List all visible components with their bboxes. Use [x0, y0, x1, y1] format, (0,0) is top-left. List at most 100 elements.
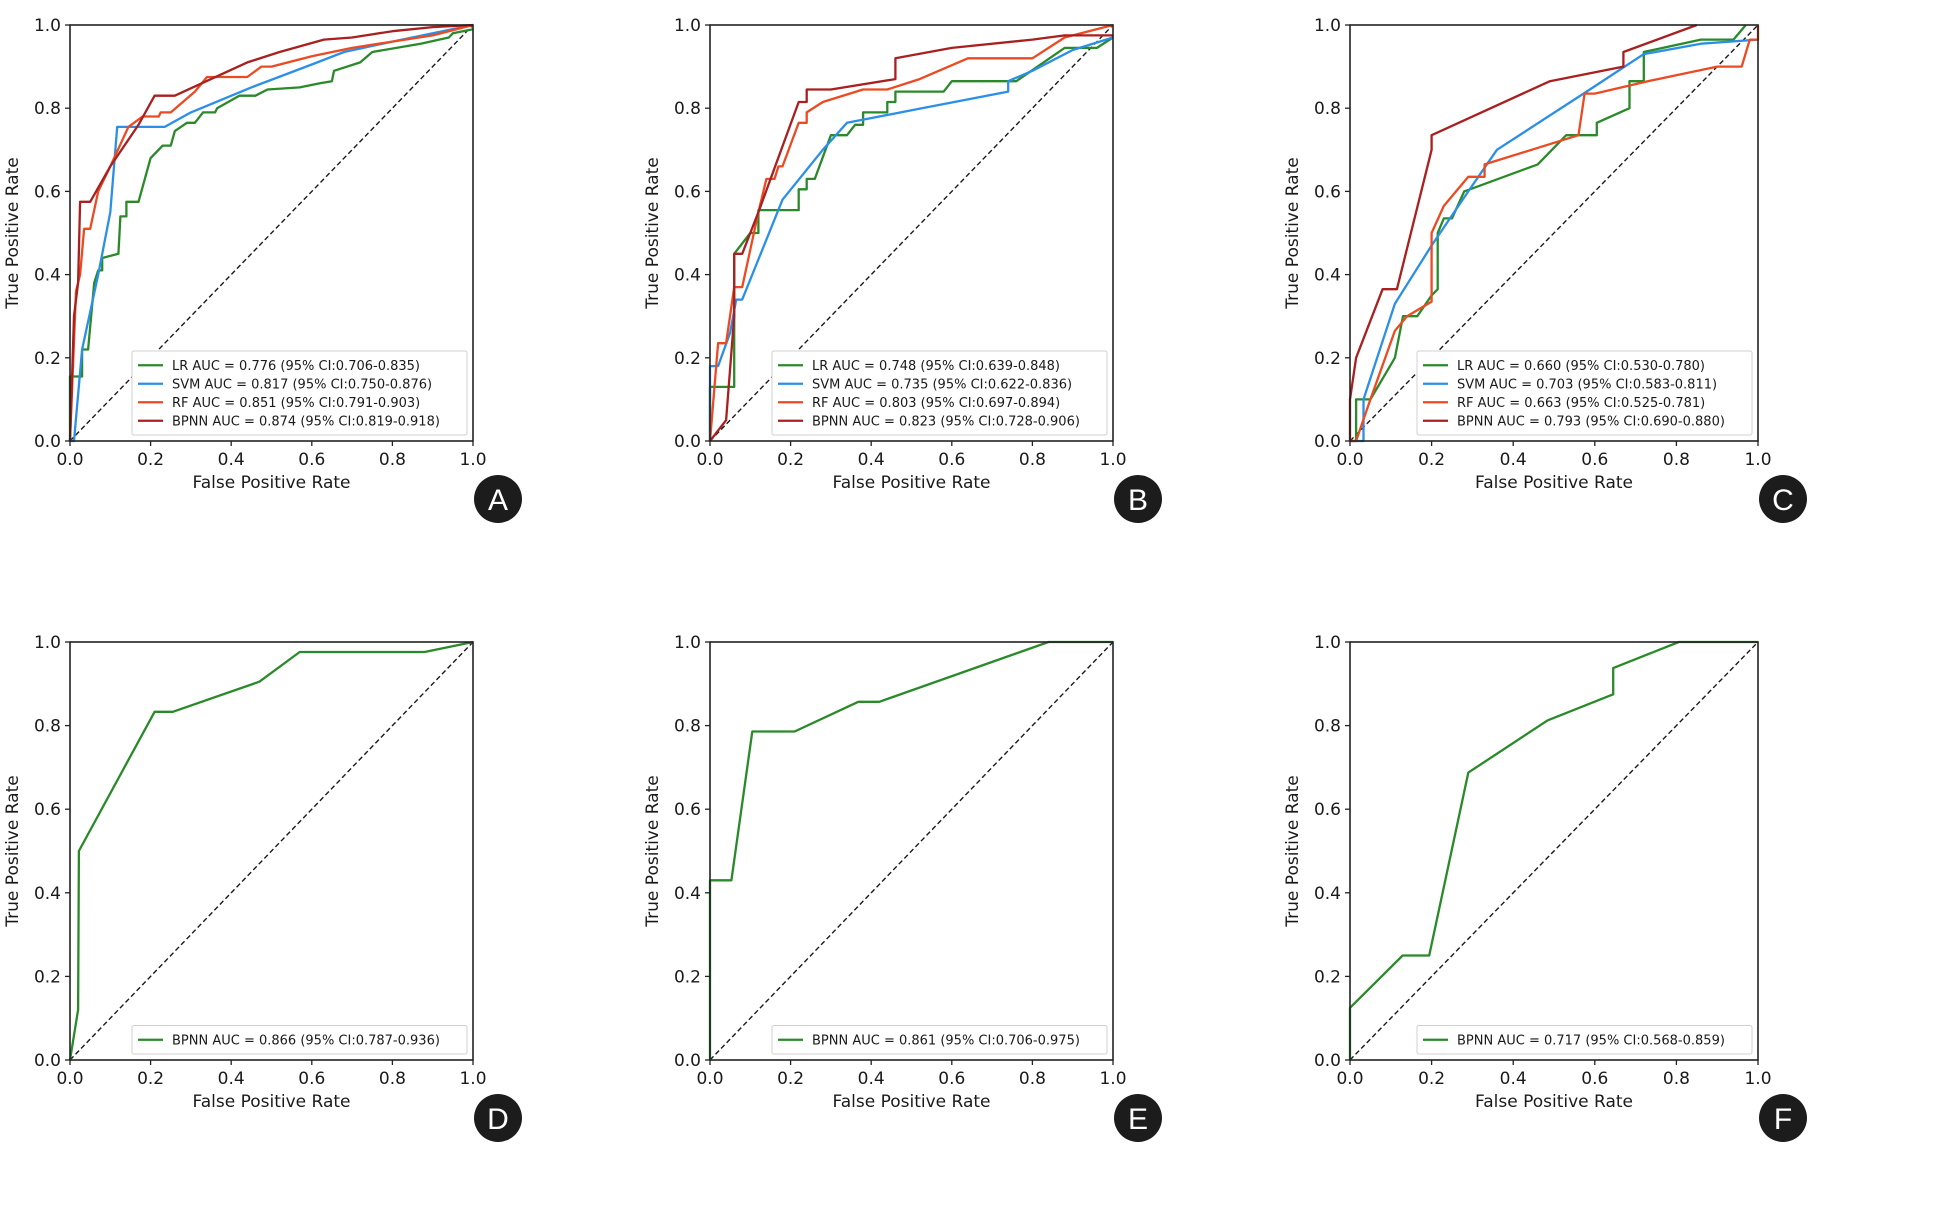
roc-panel-a: 0.0 0.2 0.4 0.6 0.8 1.0 0.0 0.2 0.4 0.6 0.8 1.0 Fals… — [3, 16, 522, 523]
y-tick-label: 0.0 — [674, 432, 701, 452]
y-tick-label: 0.0 — [34, 432, 61, 452]
chance-diagonal-line — [709, 641, 1114, 1061]
x-tick-label: 1.0 — [1744, 1069, 1771, 1089]
x-tick-label: 0.2 — [1418, 1069, 1445, 1089]
x-tick-label: 0.0 — [56, 450, 83, 470]
x-tick-label: 0.4 — [858, 1069, 885, 1089]
x-tick-label: 0.4 — [1500, 450, 1527, 470]
y-tick-label: 1.0 — [674, 16, 701, 36]
roc-curve-rf — [708, 23, 1114, 442]
roc-curve-bpnn — [68, 640, 474, 1061]
x-tick-label: 0.0 — [1336, 450, 1363, 470]
panel-badge — [474, 475, 522, 523]
roc-panel-e: 0.0 0.2 0.4 0.6 0.8 1.0 0.0 0.2 0.4 0.6 0.8 1.0 Fals… — [643, 633, 1162, 1142]
x-tick-label: 0.0 — [56, 1069, 83, 1089]
x-tick-label: 0.0 — [1336, 1069, 1363, 1089]
x-tick-label: 0.0 — [696, 1069, 723, 1089]
x-tick-label: 0.2 — [137, 450, 164, 470]
legend-box — [1416, 350, 1753, 436]
x-tick-label: 0.6 — [938, 1069, 965, 1089]
legend: BPNN AUC = 0.866 (95% CI:0.787-0.936) — [131, 1025, 468, 1055]
y-axis-label: True Positive Rate — [643, 775, 663, 927]
y-tick-label: 0.2 — [34, 967, 61, 987]
roc-panel-f: 0.0 0.2 0.4 0.6 0.8 1.0 0.0 0.2 0.4 0.6 0.8 1.0 Fals… — [1283, 633, 1807, 1142]
roc-curve-rf — [1350, 25, 1760, 443]
chance-diagonal-line — [69, 641, 474, 1061]
y-tick-label: 0.8 — [1314, 717, 1341, 737]
legend-entry-bpnn: BPNN AUC = 0.793 (95% CI:0.690-0.880) — [1457, 414, 1725, 429]
y-tick-label: 0.8 — [34, 717, 61, 737]
y-tick-label: 0.6 — [674, 800, 701, 820]
legend-entry-bpnn: BPNN AUC = 0.861 (95% CI:0.706-0.975) — [812, 1033, 1080, 1048]
y-tick-label: 0.0 — [1314, 432, 1341, 452]
roc-curve-bpnn — [708, 640, 1113, 1060]
y-tick-label: 0.4 — [34, 266, 61, 286]
y-tick-label: 0.2 — [1314, 349, 1341, 369]
y-tick-label: 0.2 — [1314, 967, 1341, 987]
x-tick-label: 0.4 — [1500, 1069, 1527, 1089]
y-tick-label: 0.8 — [1314, 99, 1341, 119]
y-tick-label: 1.0 — [34, 633, 61, 653]
x-tick-label: 0.8 — [1663, 450, 1690, 470]
legend-entry-lr: LR AUC = 0.776 (95% CI:0.706-0.835) — [172, 359, 420, 374]
x-tick-label: 1.0 — [1744, 450, 1771, 470]
y-tick-label: 0.6 — [1314, 800, 1341, 820]
legend-entry-bpnn: BPNN AUC = 0.874 (95% CI:0.819-0.918) — [172, 414, 440, 429]
legend-entry-lr: LR AUC = 0.748 (95% CI:0.639-0.848) — [812, 359, 1060, 374]
legend-box — [131, 350, 468, 436]
y-axis-label: True Positive Rate — [1283, 775, 1303, 927]
legend-entry-rf: RF AUC = 0.803 (95% CI:0.697-0.894) — [812, 396, 1060, 411]
x-tick-label: 1.0 — [1099, 450, 1126, 470]
x-tick-label: 0.2 — [1418, 450, 1445, 470]
legend-entry-lr: LR AUC = 0.660 (95% CI:0.530-0.780) — [1457, 359, 1705, 374]
y-axis-label: True Positive Rate — [3, 157, 23, 309]
y-tick-label: 0.0 — [1314, 1051, 1341, 1071]
y-axis-label: True Positive Rate — [1283, 157, 1303, 309]
panel-letter: B — [1128, 484, 1148, 517]
x-tick-label: 0.4 — [218, 450, 245, 470]
legend: BPNN AUC = 0.861 (95% CI:0.706-0.975) — [771, 1025, 1108, 1055]
roc-curve-bpnn — [68, 23, 474, 442]
x-axis-label: False Positive Rate — [193, 473, 351, 493]
y-tick-label: 1.0 — [1314, 16, 1341, 36]
y-tick-label: 0.0 — [674, 1051, 701, 1071]
legend-box — [131, 1025, 468, 1055]
roc-curve-bpnn — [709, 34, 1113, 442]
y-tick-label: 0.0 — [34, 1051, 61, 1071]
legend-box — [1416, 1025, 1753, 1055]
legend-entry-bpnn: BPNN AUC = 0.717 (95% CI:0.568-0.859) — [1457, 1033, 1725, 1048]
x-tick-label: 0.0 — [696, 450, 723, 470]
x-tick-label: 0.6 — [298, 450, 325, 470]
panel-letter: C — [1772, 484, 1794, 517]
x-tick-label: 1.0 — [1099, 1069, 1126, 1089]
y-tick-label: 0.8 — [674, 99, 701, 119]
x-tick-label: 0.6 — [1581, 450, 1608, 470]
y-tick-label: 0.6 — [34, 182, 61, 202]
panel-letter: E — [1128, 1103, 1148, 1136]
panel-badge — [1114, 1094, 1162, 1142]
x-tick-label: 1.0 — [459, 1069, 486, 1089]
legend-entry-svm: SVM AUC = 0.703 (95% CI:0.583-0.811) — [1457, 377, 1717, 392]
legend-entry-svm: SVM AUC = 0.817 (95% CI:0.750-0.876) — [172, 377, 432, 392]
roc-curve-svm — [708, 36, 1114, 441]
roc-panel-b: 0.0 0.2 0.4 0.6 0.8 1.0 0.0 0.2 0.4 0.6 0.8 1.0 Fals… — [643, 16, 1162, 523]
y-axis-label: True Positive Rate — [3, 775, 23, 927]
legend-entry-bpnn: BPNN AUC = 0.823 (95% CI:0.728-0.906) — [812, 414, 1080, 429]
y-axis-label: True Positive Rate — [643, 157, 663, 309]
y-tick-label: 0.6 — [674, 182, 701, 202]
x-tick-label: 0.6 — [938, 450, 965, 470]
x-tick-label: 1.0 — [459, 450, 486, 470]
roc-panel-d: 0.0 0.2 0.4 0.6 0.8 1.0 0.0 0.2 0.4 0.6 0.8 1.0 Fals… — [3, 633, 522, 1142]
x-tick-label: 0.8 — [379, 1069, 406, 1089]
y-tick-label: 0.8 — [34, 99, 61, 119]
legend: LR AUC = 0.660 (95% CI:0.530-0.780) SVM A… — [1416, 350, 1753, 436]
y-tick-label: 0.6 — [1314, 182, 1341, 202]
y-tick-label: 0.4 — [34, 884, 61, 904]
x-tick-label: 0.6 — [298, 1069, 325, 1089]
plot-frame — [1349, 641, 1759, 1061]
panel-letter: F — [1774, 1103, 1792, 1136]
panel-badge — [474, 1094, 522, 1142]
y-tick-label: 0.2 — [674, 967, 701, 987]
x-tick-label: 0.4 — [858, 450, 885, 470]
legend-entry-rf: RF AUC = 0.663 (95% CI:0.525-0.781) — [1457, 396, 1705, 411]
